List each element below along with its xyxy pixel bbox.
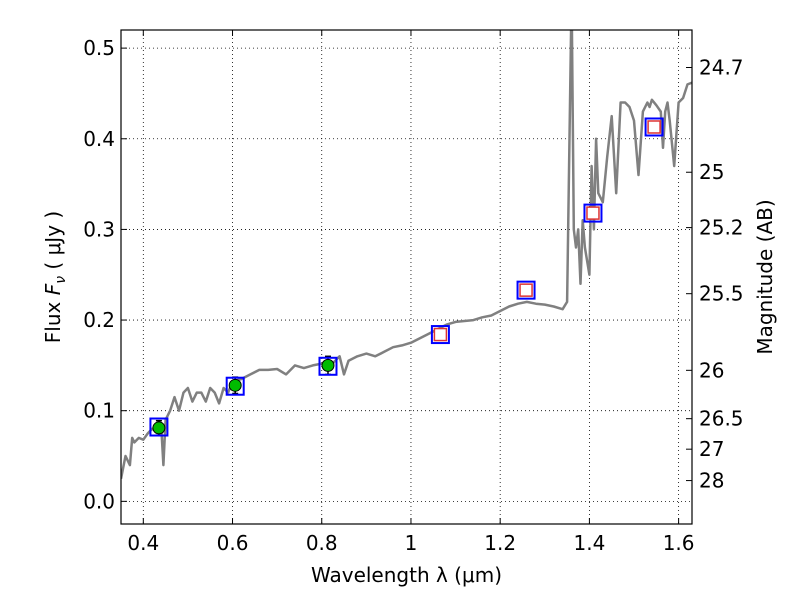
tick-layer: 0.4 0.6 0.8 1 1.2 1.4 1.6 0.0 0.1 0.2 0.3 0.4 0.5 24.… — [83, 30, 744, 555]
upper-limit-marker — [647, 120, 661, 134]
magnitude-tick-label: 24.7 — [699, 55, 744, 79]
y-axis-label: Flux Fν ( μJy ) — [41, 211, 69, 343]
model-point — [583, 203, 603, 223]
y-axis-label-symbol: F — [41, 283, 65, 295]
model-point — [516, 280, 536, 300]
x-tick-label: 0.6 — [217, 531, 249, 555]
x-tick-label: 1 — [405, 531, 418, 555]
magnitude-tick-label: 25 — [699, 160, 724, 184]
y-axis-label-prefix: Flux — [41, 295, 65, 343]
upper-limit-marker — [586, 206, 600, 220]
observed-point — [321, 358, 335, 372]
plot-frame — [120, 29, 693, 525]
y-tick-label: 0.5 — [83, 36, 115, 60]
y-tick-label: 0.4 — [83, 127, 115, 151]
observed-point — [152, 421, 166, 435]
x-tick-label: 1.4 — [573, 531, 605, 555]
magnitude-tick-label: 25.5 — [699, 282, 744, 306]
upper-limit-marker — [519, 283, 533, 297]
magnitude-tick-label: 25.2 — [699, 216, 744, 240]
x-axis-label: Wavelength λ (μm) — [311, 563, 502, 587]
magnitude-axis-label: Magnitude (AB) — [753, 199, 777, 354]
y-tick-label: 0.2 — [83, 308, 115, 332]
y-tick-label: 0.3 — [83, 217, 115, 241]
model-point — [149, 417, 169, 437]
magnitude-tick-label: 26 — [699, 358, 724, 382]
observed-point — [228, 378, 242, 392]
y-axis-label-unit: ( μJy ) — [41, 211, 65, 276]
y-axis-label-subscript: ν — [53, 276, 69, 284]
magnitude-tick-label: 28 — [699, 469, 724, 493]
model-point — [225, 376, 245, 396]
y-tick-label: 0.1 — [83, 399, 115, 423]
x-tick-label: 0.4 — [127, 531, 159, 555]
plot-layer — [121, 30, 692, 479]
x-tick-label: 1.6 — [663, 531, 695, 555]
model-point — [644, 117, 664, 137]
model-point — [318, 356, 338, 376]
magnitude-tick-label: 27 — [699, 437, 724, 461]
x-tick-label: 1.2 — [484, 531, 516, 555]
upper-limit-marker — [433, 327, 448, 342]
y-tick-label: 0.0 — [83, 489, 115, 513]
x-tick-label: 0.8 — [306, 531, 338, 555]
magnitude-tick-label: 26.5 — [699, 407, 744, 431]
model-point — [430, 325, 450, 345]
